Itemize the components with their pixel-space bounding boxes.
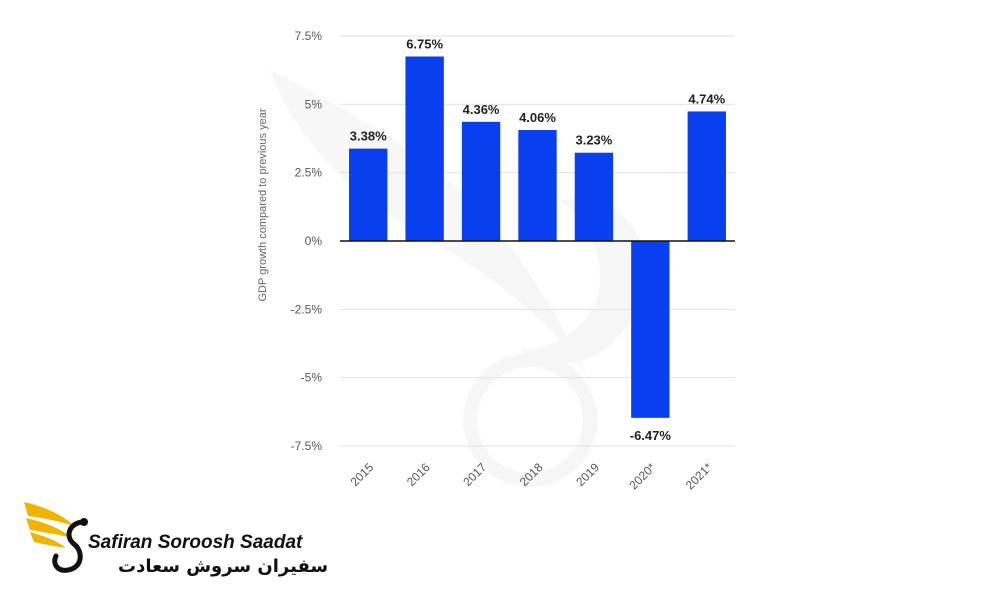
x-tick-label: 2015 [348, 460, 377, 489]
x-tick-label: 2016 [404, 460, 433, 489]
wing-s-logo-icon [24, 502, 88, 573]
watermark-wing-icon [270, 70, 646, 487]
x-tick-label: 2020* [626, 460, 658, 492]
bar [518, 130, 557, 241]
data-label: 4.06% [519, 110, 556, 125]
y-tick-label: 7.5% [295, 29, 323, 43]
brand-name-en: Safiran Soroosh Saadat [88, 532, 303, 553]
data-label: 6.75% [406, 37, 443, 52]
bar [405, 56, 444, 241]
y-tick-label: 5% [305, 97, 323, 111]
data-label: 3.23% [575, 133, 612, 148]
y-tick-label: 0% [305, 234, 323, 248]
bar [461, 121, 501, 241]
data-label: 4.36% [463, 102, 500, 117]
y-tick-label: -5% [301, 371, 323, 385]
bar [574, 152, 614, 241]
data-label: 3.38% [350, 129, 387, 144]
x-tick-label: 2021* [683, 460, 715, 492]
bar [631, 241, 670, 418]
data-label: -6.47% [630, 428, 672, 443]
y-axis-label: GDP growth compared to previous year [257, 108, 269, 301]
y-tick-label: -7.5% [291, 439, 323, 453]
brand-logo: Safiran Soroosh Saadat سفیران سروش سعادت [22, 492, 328, 587]
brand-name-fa: سفیران سروش سعادت [118, 556, 329, 577]
bar [349, 148, 388, 241]
y-tick-label: -2.5% [291, 302, 323, 316]
y-tick-label: 2.5% [295, 166, 323, 180]
bar [687, 111, 726, 241]
data-label: 4.74% [688, 91, 725, 106]
